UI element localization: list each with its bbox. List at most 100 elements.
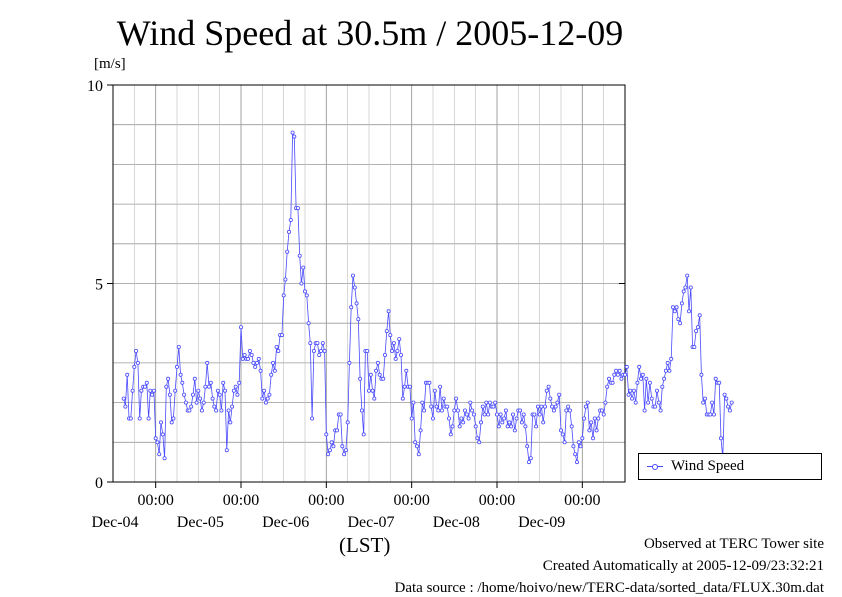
- data-point: [539, 404, 544, 409]
- data-point: [377, 372, 382, 377]
- data-point: [201, 400, 206, 405]
- data-point: [518, 408, 523, 413]
- data-point: [350, 273, 355, 278]
- data-point: [247, 348, 252, 353]
- data-point: [478, 420, 483, 425]
- data-point: [646, 400, 651, 405]
- data-point: [267, 392, 272, 397]
- data-point: [233, 384, 238, 389]
- data-point: [427, 380, 432, 385]
- data-point: [665, 360, 670, 365]
- data-point: [710, 400, 715, 405]
- data-point: [292, 134, 297, 139]
- data-point: [464, 412, 469, 417]
- data-point: [418, 428, 423, 433]
- data-point: [527, 460, 532, 465]
- data-point: [359, 408, 364, 413]
- data-point: [306, 321, 311, 326]
- data-point: [546, 384, 551, 389]
- data-point: [390, 348, 395, 353]
- data-point: [496, 424, 501, 429]
- data-point: [548, 396, 553, 401]
- data-point: [310, 416, 315, 421]
- data-point: [498, 412, 503, 417]
- data-point: [230, 404, 235, 409]
- data-point: [391, 341, 396, 346]
- data-point: [214, 408, 219, 413]
- data-point: [166, 376, 171, 381]
- data-point: [470, 408, 475, 413]
- data-point: [436, 408, 441, 413]
- data-point: [301, 265, 306, 270]
- data-point: [365, 348, 370, 353]
- data-point: [231, 388, 236, 393]
- data-point: [655, 388, 660, 393]
- data-point: [473, 424, 478, 429]
- data-point: [326, 452, 331, 457]
- data-point: [535, 404, 540, 409]
- data-point: [692, 344, 697, 349]
- data-point: [430, 416, 435, 421]
- data-point: [559, 428, 564, 433]
- data-point: [334, 428, 339, 433]
- data-point: [610, 380, 615, 385]
- data-point: [683, 285, 688, 290]
- data-point: [381, 376, 386, 381]
- data-point: [219, 408, 224, 413]
- data-point: [477, 440, 482, 445]
- data-point: [285, 249, 290, 254]
- data-point: [644, 376, 649, 381]
- data-point: [318, 348, 323, 353]
- data-point: [254, 360, 259, 365]
- data-point: [726, 404, 731, 409]
- data-point: [196, 388, 201, 393]
- data-point: [669, 356, 674, 361]
- data-point: [514, 416, 519, 421]
- data-point: [249, 352, 254, 357]
- data-point: [322, 348, 327, 353]
- data-point: [398, 352, 403, 357]
- data-point: [596, 416, 601, 421]
- data-point: [238, 325, 243, 330]
- data-point: [667, 368, 672, 373]
- data-point: [320, 341, 325, 346]
- data-point: [571, 444, 576, 449]
- data-point: [569, 424, 574, 429]
- data-point: [438, 384, 443, 389]
- data-point: [407, 384, 412, 389]
- data-point: [713, 376, 718, 381]
- data-point: [551, 408, 556, 413]
- data-point: [507, 420, 512, 425]
- data-point: [512, 428, 517, 433]
- data-point: [199, 408, 204, 413]
- data-point: [601, 412, 606, 417]
- data-point: [404, 368, 409, 373]
- data-point: [594, 428, 599, 433]
- data-point: [295, 206, 300, 211]
- data-point: [240, 356, 245, 361]
- data-point: [510, 412, 515, 417]
- data-point: [697, 313, 702, 318]
- data-point: [592, 416, 597, 421]
- data-point: [553, 404, 558, 409]
- data-point: [432, 388, 437, 393]
- data-point: [190, 392, 195, 397]
- data-point: [660, 384, 665, 389]
- data-point: [422, 408, 427, 413]
- data-point: [203, 384, 208, 389]
- data-point: [567, 408, 572, 413]
- data-point: [366, 388, 371, 393]
- data-point: [441, 396, 446, 401]
- data-point: [164, 384, 169, 389]
- y-tick-label: 5: [95, 277, 103, 294]
- data-point: [525, 444, 530, 449]
- data-point: [279, 333, 284, 338]
- data-point: [368, 372, 373, 377]
- data-point: [487, 400, 492, 405]
- data-point: [158, 420, 163, 425]
- data-point: [672, 309, 677, 314]
- data-point: [210, 396, 215, 401]
- data-point: [157, 452, 162, 457]
- data-point: [537, 412, 542, 417]
- x-tick-date-label: Dec-06: [262, 514, 309, 531]
